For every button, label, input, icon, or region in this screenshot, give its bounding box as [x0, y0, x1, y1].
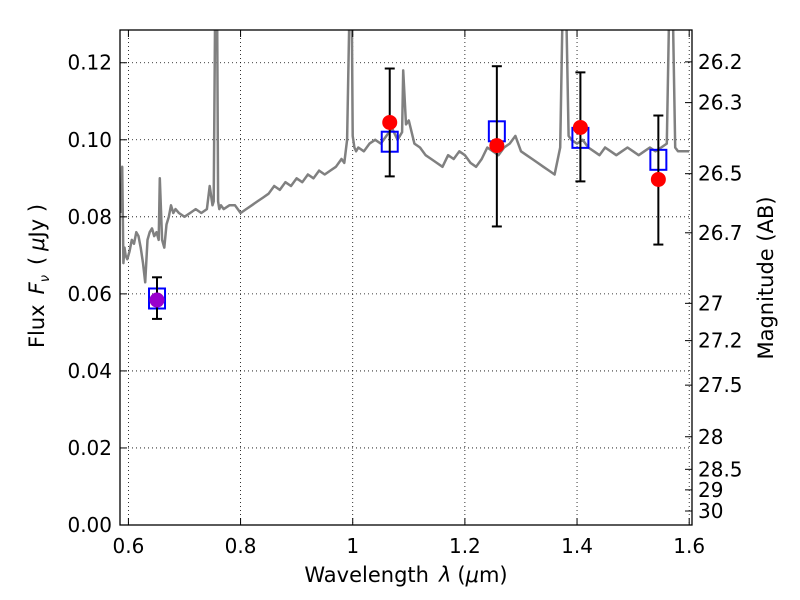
mag-tick-label: 28.5	[698, 457, 743, 481]
x-tick-label: 0.8	[225, 534, 257, 558]
y-tick-label: 0.04	[67, 359, 112, 383]
x-tick-label: 0.6	[113, 534, 145, 558]
x-axis-label: Wavelength λ (μm)	[304, 563, 507, 587]
x-tick-label: 1	[346, 534, 359, 558]
y-axis-label: FluxFν(μJy )	[25, 204, 53, 348]
y2-axis-label: Magnitude (AB)	[754, 196, 778, 359]
mag-tick-label: 27.2	[698, 329, 743, 353]
y-tick-label: 0.06	[67, 282, 112, 306]
observed-point	[382, 114, 398, 130]
axes-frame	[119, 29, 693, 526]
x-tick-label: 1.6	[673, 534, 705, 558]
observed-point	[149, 292, 165, 308]
y-tick-label: 0.12	[67, 51, 112, 75]
mag-tick-label: 26.5	[698, 162, 743, 186]
observed-point	[572, 119, 588, 135]
y-tick-label: 0.10	[67, 128, 112, 152]
plot-area	[120, 30, 690, 320]
mag-tick-label: 26.3	[698, 91, 743, 115]
mag-tick-label: 30	[698, 499, 723, 523]
y-tick-label: 0.08	[67, 205, 112, 229]
observed-point	[489, 138, 505, 154]
observed-point	[650, 171, 666, 187]
x-tick-label: 1.2	[449, 534, 481, 558]
mag-tick-label: 27	[698, 291, 723, 315]
y-tick-label: 0.00	[67, 513, 112, 537]
mag-tick-label: 26.2	[698, 50, 743, 74]
axes: 0.6 0.8 1 1.2 1.4 1.6 0.00 0.02 0.04 0.06 0.08 0.10…	[67, 29, 743, 558]
mag-tick-label: 28	[698, 425, 723, 449]
x-tick-label: 1.4	[561, 534, 593, 558]
y-tick-label: 0.02	[67, 436, 112, 460]
mag-tick-label: 29	[698, 478, 723, 502]
mag-tick-label: 26.7	[698, 221, 743, 245]
mag-tick-label: 27.5	[698, 373, 743, 397]
spectrum-line	[120, 30, 690, 284]
